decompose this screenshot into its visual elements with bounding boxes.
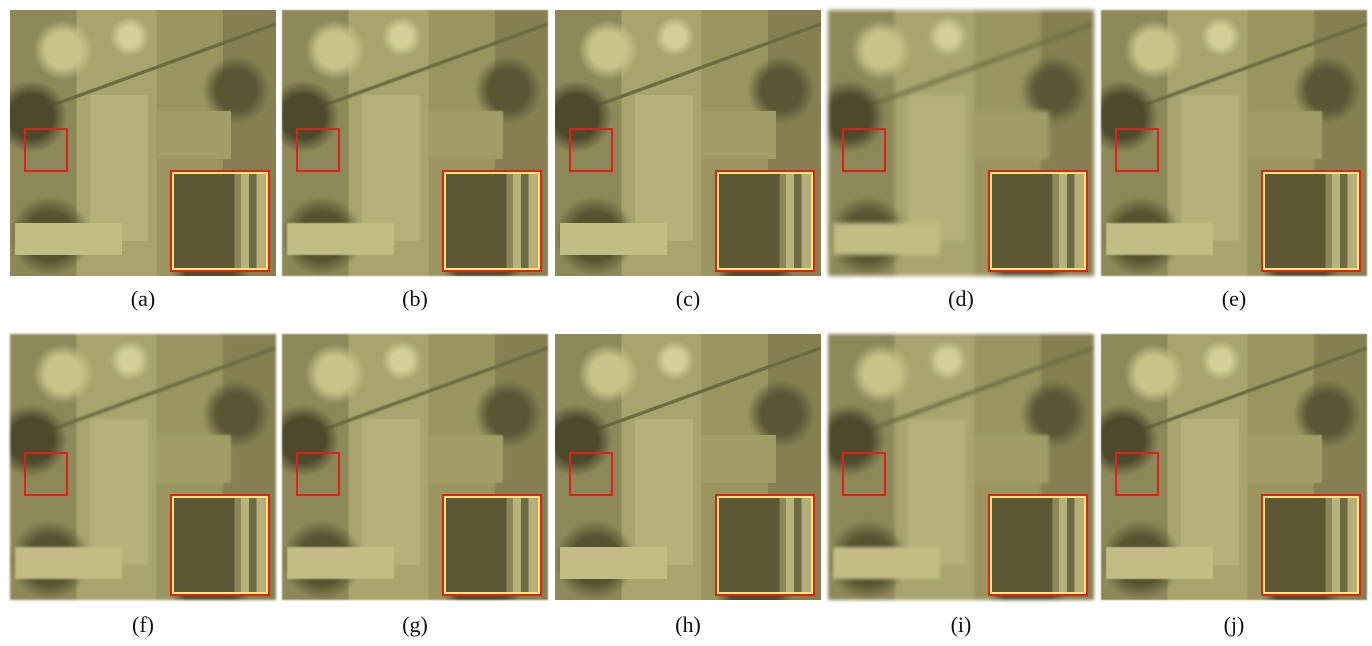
zoom-inset: [442, 494, 542, 596]
panel-overlay: [828, 10, 1094, 276]
zoom-inset: [170, 494, 270, 596]
selection-box: [24, 452, 68, 496]
selection-box: [1115, 452, 1159, 496]
panel-overlay: [282, 10, 548, 276]
panel-overlay: [10, 10, 276, 276]
selection-box: [296, 128, 340, 172]
panel-overlay: [10, 334, 276, 600]
selection-box: [24, 128, 68, 172]
panel-overlay: [555, 10, 821, 276]
selection-box: [1115, 128, 1159, 172]
panel-caption: (h): [555, 612, 821, 638]
selection-box: [569, 452, 613, 496]
zoom-inset: [988, 170, 1088, 272]
panel-caption: (e): [1101, 286, 1367, 312]
panel-caption: (i): [828, 612, 1094, 638]
panel-overlay: [1101, 10, 1367, 276]
panel-overlay: [1101, 334, 1367, 600]
zoom-inset: [988, 494, 1088, 596]
panel-caption: (g): [282, 612, 548, 638]
panel-caption: (j): [1101, 612, 1367, 638]
zoom-inset: [715, 494, 815, 596]
selection-box: [842, 452, 886, 496]
zoom-inset: [170, 170, 270, 272]
panel-caption: (c): [555, 286, 821, 312]
panel-overlay: [282, 334, 548, 600]
zoom-inset: [1261, 494, 1361, 596]
zoom-inset: [442, 170, 542, 272]
zoom-inset: [1261, 170, 1361, 272]
panel-caption: (d): [828, 286, 1094, 312]
panel-overlay: [828, 334, 1094, 600]
selection-box: [296, 452, 340, 496]
panel-caption: (f): [10, 612, 276, 638]
panel-caption: (a): [10, 286, 276, 312]
selection-box: [569, 128, 613, 172]
zoom-inset: [715, 170, 815, 272]
figure: (a)(b)(c)(d)(e)(f)(g)(h)(i)(j) (() => { …: [0, 0, 1372, 646]
panel-caption: (b): [282, 286, 548, 312]
selection-box: [842, 128, 886, 172]
panel-overlay: [555, 334, 821, 600]
